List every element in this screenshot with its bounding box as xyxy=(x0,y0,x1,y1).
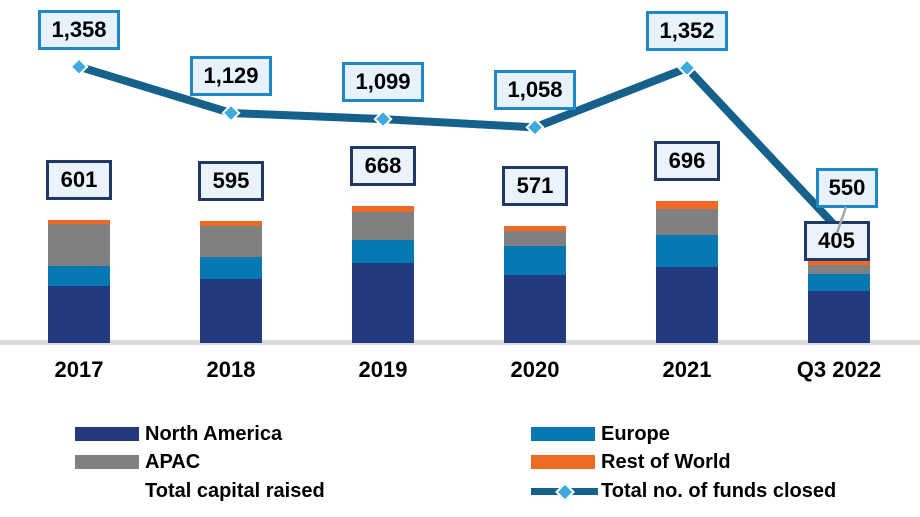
legend-item-total-funds-closed: Total no. of funds closed xyxy=(531,479,836,503)
capital-raised-label-2019: 668 xyxy=(350,146,416,187)
bar-segment-north-america-2021 xyxy=(656,267,718,343)
bar-segment-rest-of-world-2020 xyxy=(504,226,566,232)
legend-label-north-america: North America xyxy=(145,422,283,445)
bar-segment-rest-of-world-2019 xyxy=(352,206,414,212)
funds-closed-marker-icon-2020 xyxy=(525,117,545,137)
funds-closed-marker-icon-2019 xyxy=(373,109,393,129)
bar-segment-europe-2019 xyxy=(352,239,414,263)
bar-segment-rest-of-world-2017 xyxy=(48,220,110,225)
bar-segment-north-america-q3-2022 xyxy=(808,291,870,343)
legend-swatch-funds-closed-line xyxy=(531,482,598,502)
legend-swatch-europe xyxy=(531,427,595,441)
bar-segment-north-america-2020 xyxy=(504,274,566,343)
legend-label-europe: Europe xyxy=(601,422,670,445)
legend-swatch-rest-of-world xyxy=(531,455,595,469)
x-axis-label-2019: 2019 xyxy=(358,357,408,382)
x-axis-label-2020: 2020 xyxy=(510,357,560,382)
funds-closed-label-q3-2022: 550 xyxy=(816,168,878,208)
funds-closed-label-2019: 1,099 xyxy=(342,62,424,103)
bar-segment-europe-2020 xyxy=(504,246,566,275)
x-axis-label-2018: 2018 xyxy=(206,357,256,382)
legend-swatch-apac xyxy=(75,455,139,469)
x-axis-label-q3-2022: Q3 2022 xyxy=(796,357,882,382)
bar-segment-north-america-2017 xyxy=(48,286,110,343)
bar-segment-apac-2019 xyxy=(352,211,414,240)
bar-segment-rest-of-world-2018 xyxy=(200,221,262,226)
legend-label-rest-of-world: Rest of World xyxy=(601,450,731,473)
funds-closed-marker-icon-2018 xyxy=(221,103,241,123)
funds-closed-label-2020: 1,058 xyxy=(494,70,576,111)
legend-label-total-funds-closed: Total no. of funds closed xyxy=(601,479,837,502)
funds-closed-marker-icon-2021 xyxy=(677,58,697,78)
bar-segment-apac-2017 xyxy=(48,224,110,267)
bar-segment-apac-2018 xyxy=(200,225,262,258)
bar-segment-rest-of-world-2021 xyxy=(656,200,718,209)
legend-item-total-capital-raised: Total capital raised xyxy=(75,479,325,503)
bar-segment-europe-2018 xyxy=(200,257,262,279)
bar-segment-europe-2017 xyxy=(48,266,110,287)
bar-segment-north-america-2019 xyxy=(352,263,414,343)
x-axis-baseline xyxy=(0,340,920,345)
legend-swatch-total-capital-raised xyxy=(75,484,139,498)
capital-raised-label-2021: 696 xyxy=(654,140,720,181)
legend-diamond-marker-icon xyxy=(555,482,575,502)
bar-segment-europe-2021 xyxy=(656,234,718,268)
x-axis-label-2021: 2021 xyxy=(662,357,712,382)
capital-raised-label-2020: 571 xyxy=(502,166,568,207)
bar-segment-europe-q3-2022 xyxy=(808,273,870,292)
bar-segment-apac-2021 xyxy=(656,208,718,235)
funds-closed-label-2018: 1,129 xyxy=(190,56,272,97)
bar-segment-north-america-2018 xyxy=(200,278,262,343)
leader-line-layer xyxy=(835,206,848,234)
legend-item-europe: Europe xyxy=(531,422,670,446)
legend-label-total-capital-raised: Total capital raised xyxy=(145,479,325,502)
legend-label-apac: APAC xyxy=(145,450,201,473)
funds-closed-line-layer xyxy=(69,57,849,240)
legend-line-segment xyxy=(531,488,598,495)
capital-raised-label-q3-2022: 405 xyxy=(803,221,870,261)
funds-closed-marker-icon-2017 xyxy=(69,57,89,77)
funds-closed-label-2017: 1,358 xyxy=(38,9,120,50)
legend-item-north-america: North America xyxy=(75,422,282,446)
funds-closed-label-2021: 1,352 xyxy=(646,10,728,51)
legend-swatch-north-america xyxy=(75,427,139,441)
legend-item-rest-of-world: Rest of World xyxy=(531,450,731,474)
bar-segment-apac-q3-2022 xyxy=(808,264,870,274)
capital-raised-label-2017: 601 xyxy=(46,160,112,201)
x-axis-label-2017: 2017 xyxy=(54,357,104,382)
capital-raised-label-2018: 595 xyxy=(198,161,264,202)
bar-segment-apac-2020 xyxy=(504,231,566,247)
legend-item-apac: APAC xyxy=(75,450,200,474)
bar-segment-rest-of-world-q3-2022 xyxy=(808,260,870,265)
